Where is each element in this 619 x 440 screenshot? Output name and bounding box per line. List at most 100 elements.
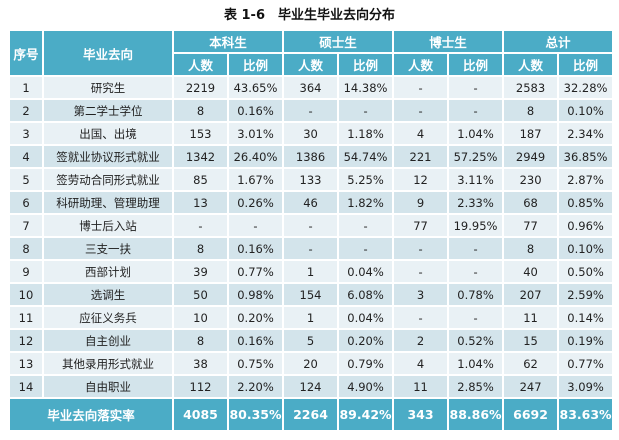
header-count: 人数 (282, 52, 340, 77)
row-cell: - (392, 75, 450, 100)
footer-cell: 89.42% (337, 397, 395, 432)
row-index: 12 (8, 328, 44, 353)
header-ratio: 比例 (337, 52, 395, 77)
row-index: 14 (8, 374, 44, 399)
row-cell: 4 (392, 121, 450, 146)
row-cell: 0.96% (557, 213, 615, 238)
row-index: 9 (8, 259, 44, 284)
header-total: 总计 (502, 29, 615, 54)
row-destination: 应征义务兵 (42, 305, 174, 330)
row-cell: - (337, 98, 395, 123)
row-cell: 0.79% (337, 351, 395, 376)
row-cell: 6.08% (337, 282, 395, 307)
row-destination: 其他录用形式就业 (42, 351, 174, 376)
row-cell: 0.78% (447, 282, 505, 307)
table-row: 13 其他录用形式就业 38 0.75% 20 0.79% 4 1.04% 62 0.77% (8, 351, 615, 376)
row-destination: 研究生 (42, 75, 174, 100)
header-master: 硕士生 (282, 29, 395, 54)
row-cell: 8 (502, 236, 560, 261)
row-cell: 0.19% (557, 328, 615, 353)
row-cell: - (392, 305, 450, 330)
row-cell: 40 (502, 259, 560, 284)
footer-cell: 83.63% (557, 397, 615, 432)
row-cell: 9 (392, 190, 450, 215)
row-cell: 11 (392, 374, 450, 399)
row-cell: 0.16% (226, 236, 285, 261)
row-cell: 0.75% (226, 351, 285, 376)
table-row: 10 选调生 50 0.98% 154 6.08% 3 0.78% 207 2.59% (8, 282, 615, 307)
row-cell: - (172, 213, 229, 238)
row-destination: 科研助理、管理助理 (42, 190, 174, 215)
row-cell: 43.65% (226, 75, 285, 100)
row-cell: - (447, 305, 505, 330)
row-destination: 选调生 (42, 282, 174, 307)
table-row: 14 自由职业 112 2.20% 124 4.90% 11 2.85% 247 3.09% (8, 374, 615, 399)
header-doctor: 博士生 (392, 29, 505, 54)
footer-cell: 6692 (502, 397, 560, 432)
header-ratio: 比例 (447, 52, 505, 77)
table-row: 2 第二学士学位 8 0.16% - - - -8 0.10% (8, 98, 615, 123)
row-cell: - (447, 98, 505, 123)
row-cell: - (392, 236, 450, 261)
row-index: 10 (8, 282, 44, 307)
row-cell: 14.38% (337, 75, 395, 100)
row-cell: 207 (502, 282, 560, 307)
row-cell: 8 (172, 98, 229, 123)
row-cell: 0.77% (557, 351, 615, 376)
row-cell: - (447, 259, 505, 284)
row-cell: 1.04% (447, 351, 505, 376)
row-cell: 62 (502, 351, 560, 376)
row-cell: 112 (172, 374, 229, 399)
row-index: 13 (8, 351, 44, 376)
row-cell: 133 (282, 167, 340, 192)
row-cell: 364 (282, 75, 340, 100)
row-cell: 0.26% (226, 190, 285, 215)
row-cell: 2.33% (447, 190, 505, 215)
row-cell: 3.11% (447, 167, 505, 192)
row-cell: 15 (502, 328, 560, 353)
header-destination: 毕业去向 (42, 29, 174, 77)
table-row: 1 研究生 2219 43.65% 364 14.38% - -2583 32.28% (8, 75, 615, 100)
header-ratio: 比例 (557, 52, 615, 77)
row-cell: - (337, 213, 395, 238)
table-row: 4 签就业协议形式就业 1342 26.40% 1386 54.74% 221 57.25% 2… (8, 144, 615, 169)
row-cell: 1342 (172, 144, 229, 169)
row-cell: 11 (502, 305, 560, 330)
row-cell: - (282, 236, 340, 261)
row-cell: 0.52% (447, 328, 505, 353)
row-cell: - (447, 75, 505, 100)
header-count: 人数 (392, 52, 450, 77)
row-cell: 124 (282, 374, 340, 399)
row-cell: - (337, 236, 395, 261)
row-index: 11 (8, 305, 44, 330)
footer-cell: 2264 (282, 397, 340, 432)
table-row: 7 博士后入站 - - - -77 19.95% 77 0.96% (8, 213, 615, 238)
row-cell: 1.04% (447, 121, 505, 146)
row-destination: 博士后入站 (42, 213, 174, 238)
table-row: 3 出国、出境 153 3.01% 30 1.18% 4 1.04% 187 2.34% (8, 121, 615, 146)
table-row: 9 西部计划 39 0.77% 1 0.04% - -40 0.50% (8, 259, 615, 284)
row-cell: 68 (502, 190, 560, 215)
row-destination: 自主创业 (42, 328, 174, 353)
row-cell: - (392, 98, 450, 123)
row-cell: 39 (172, 259, 229, 284)
header-ratio: 比例 (226, 52, 285, 77)
row-cell: 2.34% (557, 121, 615, 146)
row-cell: 0.20% (226, 305, 285, 330)
table-row: 5 签劳动合同形式就业 85 1.67% 133 5.25% 12 3.11% 230 2.87% (8, 167, 615, 192)
row-cell: 5.25% (337, 167, 395, 192)
row-cell: 0.20% (337, 328, 395, 353)
row-cell: 221 (392, 144, 450, 169)
header-count: 人数 (172, 52, 229, 77)
header-row-2: 人数 比例 人数 比例 人数 比例 人数 比例 (9, 52, 615, 77)
footer-cell: 343 (392, 397, 450, 432)
row-destination: 第二学士学位 (42, 98, 174, 123)
row-cell: 77 (502, 213, 560, 238)
row-destination: 签就业协议形式就业 (42, 144, 174, 169)
row-cell: 1.82% (337, 190, 395, 215)
row-cell: 46 (282, 190, 340, 215)
row-index: 4 (8, 144, 44, 169)
row-destination: 三支一扶 (42, 236, 174, 261)
row-cell: 2949 (502, 144, 560, 169)
row-cell: 2.87% (557, 167, 615, 192)
